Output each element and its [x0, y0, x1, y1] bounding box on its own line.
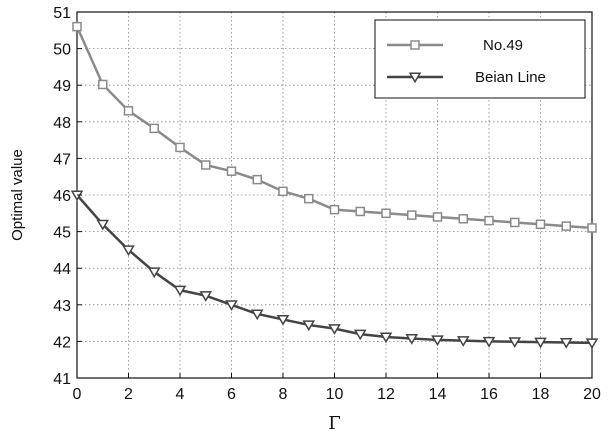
- data-point: [250, 309, 264, 321]
- y-tick-label: 42: [53, 334, 71, 351]
- data-point: [405, 333, 419, 345]
- data-point: [456, 336, 470, 347]
- data-point: [510, 217, 520, 228]
- y-tick-label: 48: [53, 115, 71, 132]
- data-point: [149, 123, 159, 134]
- data-point: [199, 291, 213, 302]
- data-point: [559, 337, 573, 349]
- data-point: [72, 21, 82, 32]
- y-tick-label: 51: [53, 5, 71, 22]
- data-point: [458, 214, 468, 224]
- data-point: [302, 320, 316, 332]
- x-tick-label: 0: [73, 386, 82, 403]
- x-axis-ticks: 0 2 4 6 8 10 12 14 16 18 20: [73, 373, 601, 403]
- legend-marker: [408, 72, 422, 84]
- data-point: [226, 166, 237, 176]
- data-point: [123, 106, 134, 116]
- data-point: [225, 300, 238, 312]
- legend-marker: [410, 40, 420, 50]
- data-point: [482, 336, 496, 348]
- data-point: [407, 210, 417, 220]
- data-point: [432, 212, 443, 222]
- y-tick-label: 45: [53, 225, 71, 242]
- data-point: [587, 223, 597, 233]
- y-tick-label: 44: [53, 261, 71, 278]
- data-point: [484, 215, 494, 226]
- x-tick-label: 14: [429, 386, 447, 403]
- x-axis-label: Γ: [328, 413, 341, 434]
- x-tick-label: 16: [480, 386, 498, 403]
- legend: No.49 Beian Line: [374, 19, 586, 99]
- data-point: [98, 79, 108, 90]
- data-point: [379, 332, 393, 344]
- y-axis-ticks: 41 42 43 44 45 46 47 48 49 50 51: [53, 5, 82, 388]
- data-point: [276, 314, 290, 326]
- legend-label: Beian Line: [475, 69, 546, 86]
- data-point: [355, 206, 365, 217]
- data-point: [535, 219, 546, 230]
- y-tick-label: 50: [53, 42, 71, 59]
- data-point: [147, 267, 161, 279]
- series-layer: [70, 21, 599, 350]
- legend-item: Beian Line: [387, 69, 546, 86]
- legend-item: No.49: [387, 37, 523, 54]
- y-tick-label: 43: [53, 298, 71, 315]
- x-tick-label: 4: [176, 386, 185, 403]
- y-axis-label: Optimal value: [9, 149, 26, 241]
- data-point: [508, 337, 522, 348]
- x-tick-label: 2: [124, 386, 133, 403]
- data-point: [353, 329, 367, 341]
- data-point: [201, 160, 211, 170]
- x-tick-label: 6: [227, 386, 236, 403]
- data-point: [328, 324, 341, 335]
- data-point: [173, 285, 187, 297]
- data-point: [381, 208, 391, 219]
- data-point: [96, 219, 110, 231]
- y-tick-label: 49: [53, 78, 71, 95]
- y-tick-label: 41: [53, 371, 71, 388]
- x-tick-label: 10: [326, 386, 344, 403]
- y-tick-label: 47: [53, 151, 71, 168]
- data-point: [278, 186, 288, 197]
- data-point: [561, 221, 571, 231]
- data-point: [585, 338, 599, 350]
- data-point: [534, 337, 547, 349]
- x-tick-label: 8: [279, 386, 288, 403]
- data-point: [329, 204, 340, 215]
- data-point: [122, 245, 135, 257]
- x-tick-label: 18: [532, 386, 550, 403]
- series-no49: [72, 21, 597, 233]
- data-point: [175, 142, 185, 153]
- legend-label: No.49: [483, 37, 523, 54]
- data-point: [252, 174, 262, 185]
- data-point: [431, 335, 444, 347]
- y-tick-label: 46: [53, 188, 71, 205]
- x-tick-label: 12: [377, 386, 395, 403]
- x-tick-label: 20: [583, 386, 601, 403]
- data-point: [304, 193, 314, 204]
- legend-box: [374, 19, 586, 99]
